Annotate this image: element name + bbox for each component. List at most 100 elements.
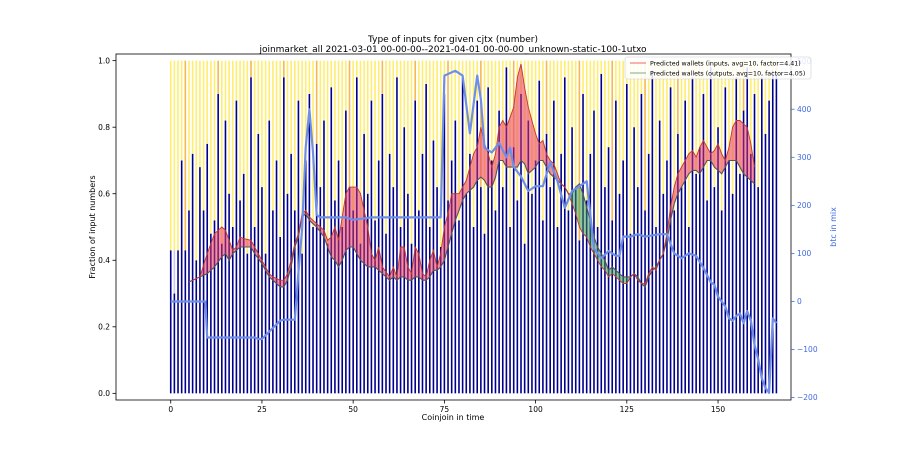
band-inputs-segment <box>674 173 678 204</box>
bar-remixed <box>173 293 176 394</box>
bar-remixed <box>385 233 387 394</box>
bar-remixed <box>585 200 588 394</box>
bar-remixed <box>224 120 227 394</box>
bar-fresh <box>210 60 212 234</box>
band-inputs-segment <box>521 64 525 164</box>
bar-fresh <box>662 60 665 194</box>
bar-fresh <box>432 60 435 141</box>
bar-fresh <box>195 60 198 261</box>
bar-remixed <box>673 210 676 394</box>
band-inputs-segment <box>440 227 445 267</box>
bar-fresh <box>578 60 581 241</box>
bar-remixed <box>439 246 442 394</box>
bar-fresh <box>414 60 416 101</box>
x-tick-label: 0 <box>168 405 173 414</box>
bar-remixed <box>520 93 522 394</box>
bar-remixed <box>746 67 749 394</box>
band-inputs-segment <box>232 247 237 254</box>
band-inputs-segment <box>469 153 474 191</box>
bar-remixed <box>545 133 548 394</box>
bar-fresh <box>498 60 500 111</box>
bar-remixed <box>571 127 573 394</box>
band-inputs-segment <box>327 237 332 257</box>
bar-remixed <box>199 167 201 394</box>
bar-fresh <box>228 60 230 194</box>
bar-fresh <box>447 60 449 201</box>
bar-remixed <box>246 253 249 394</box>
bar-remixed <box>348 187 351 394</box>
bar-fresh <box>684 60 686 101</box>
bar-fresh <box>363 60 365 134</box>
bar-remixed <box>636 187 639 394</box>
legend-label-inputs: Predicted wallets (inputs, avg=10, facto… <box>650 61 801 68</box>
bar-fresh <box>377 60 380 161</box>
bar-fresh <box>275 60 278 161</box>
bar-remixed <box>604 187 606 394</box>
bar-remixed <box>279 236 281 394</box>
bar-remixed <box>374 220 376 394</box>
bar-remixed <box>695 173 697 394</box>
band-inputs-segment <box>400 247 405 277</box>
bar-fresh <box>505 60 508 68</box>
bar-fresh <box>582 60 584 94</box>
bar-remixed <box>658 120 661 394</box>
bar-remixed <box>177 250 179 394</box>
bar-fresh <box>604 60 606 188</box>
bar-fresh <box>396 60 398 78</box>
bar-fresh <box>206 60 209 144</box>
band-inputs-segment <box>429 250 434 277</box>
bar-remixed <box>549 187 551 394</box>
y-tick-label: 0.4 <box>98 256 110 265</box>
bar-fresh <box>235 60 238 101</box>
band-inputs-segment <box>243 238 251 247</box>
bar-fresh <box>560 60 562 154</box>
bar-remixed <box>553 100 555 394</box>
bar-fresh <box>268 60 271 121</box>
x-tick-label: 100 <box>528 405 543 414</box>
band-inputs-segment <box>207 233 215 274</box>
band-outputs-segment <box>579 183 583 234</box>
bar-remixed <box>242 173 245 394</box>
band-inputs-segment <box>732 120 737 161</box>
band-inputs-segment <box>214 227 222 267</box>
bar-fresh <box>556 60 559 228</box>
bar-remixed <box>275 160 278 394</box>
band-inputs-segment <box>415 247 419 277</box>
band-inputs-segment <box>338 217 343 267</box>
bar-remixed <box>662 193 665 394</box>
bar-fresh <box>698 60 701 148</box>
bar-fresh <box>184 60 187 251</box>
bar-fresh <box>169 60 172 251</box>
bar-remixed <box>210 233 212 394</box>
bar-remixed <box>567 210 570 394</box>
bar-remixed <box>691 77 694 394</box>
bar-fresh <box>352 60 354 211</box>
bar-fresh <box>658 60 661 121</box>
bar-fresh <box>666 60 668 161</box>
prediction-band-layer <box>188 63 755 288</box>
bar-remixed <box>574 187 577 394</box>
bar-remixed <box>494 210 497 394</box>
bar-fresh <box>345 60 347 111</box>
bar-remixed <box>293 210 296 394</box>
bar-remixed <box>775 73 778 394</box>
bar-remixed <box>640 93 643 394</box>
bar-fresh <box>319 60 322 188</box>
x-tick-label: 125 <box>620 405 635 414</box>
bar-remixed <box>472 227 475 394</box>
bar-fresh <box>177 60 179 251</box>
band-inputs-segment <box>677 167 682 194</box>
band-inputs-segment <box>313 220 317 227</box>
y-tick-label: 0.8 <box>98 123 110 132</box>
bar-fresh <box>407 60 409 194</box>
bar-remixed <box>706 200 708 394</box>
bar-fresh <box>399 60 402 228</box>
bar-fresh <box>392 60 395 188</box>
bar-fresh <box>359 60 362 244</box>
band-inputs-segment <box>696 147 700 174</box>
bar-remixed <box>228 193 230 394</box>
bar-remixed <box>677 133 679 394</box>
band-inputs-segment <box>382 266 390 281</box>
band-inputs-segment <box>455 193 459 221</box>
